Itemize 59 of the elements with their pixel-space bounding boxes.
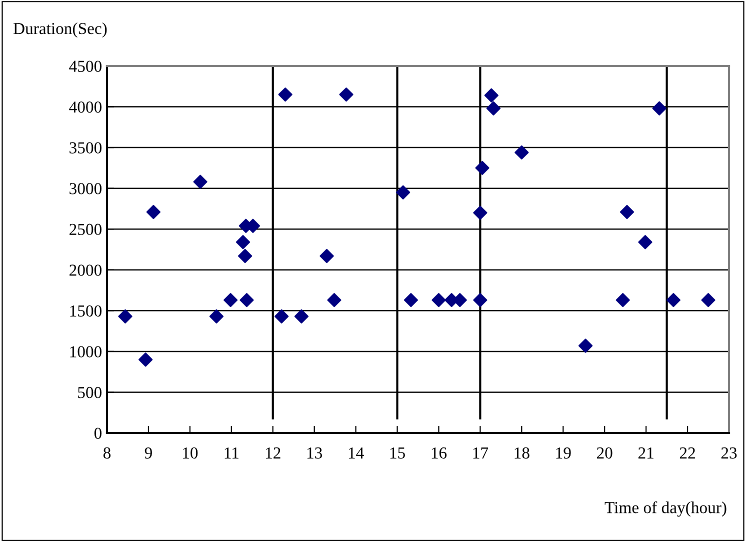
x-tick-label: 13 bbox=[307, 447, 322, 459]
x-tick-label: 20 bbox=[597, 447, 612, 459]
point bbox=[473, 206, 488, 220]
point bbox=[638, 235, 652, 250]
x-tick-label: 23 bbox=[721, 447, 737, 459]
point bbox=[432, 293, 446, 308]
point bbox=[236, 235, 250, 250]
point bbox=[620, 204, 634, 220]
point bbox=[193, 174, 208, 189]
x-tick-label: 8 bbox=[103, 447, 111, 459]
y-tick-label: 500 bbox=[78, 386, 102, 398]
x-tick-label: 17 bbox=[473, 447, 488, 458]
point bbox=[484, 88, 498, 102]
x-tick-label: 19 bbox=[556, 447, 571, 459]
x-tick-label: 22 bbox=[680, 447, 695, 458]
point bbox=[224, 293, 238, 308]
x-tick-label: 16 bbox=[432, 447, 447, 459]
point bbox=[616, 293, 630, 308]
y-tick-label: 0 bbox=[94, 428, 102, 439]
y-tick-label: 4500 bbox=[69, 60, 102, 72]
y-tick-label: 3000 bbox=[70, 183, 102, 194]
point bbox=[146, 204, 161, 220]
point bbox=[238, 248, 252, 264]
y-tick-label: 3500 bbox=[70, 142, 102, 154]
point bbox=[339, 87, 354, 102]
x-tick-label: 10 bbox=[183, 447, 198, 459]
y-tick-label: 1000 bbox=[70, 346, 102, 358]
point bbox=[473, 293, 488, 308]
x-tick-label: 15 bbox=[390, 447, 405, 459]
point bbox=[514, 145, 529, 160]
y-tick-label: 2000 bbox=[70, 264, 102, 276]
point bbox=[240, 293, 254, 308]
y-tick-label: 4000 bbox=[69, 101, 102, 113]
point bbox=[652, 101, 666, 116]
point bbox=[578, 338, 593, 353]
point bbox=[209, 309, 224, 324]
x-tick-label: 11 bbox=[224, 447, 238, 458]
x-tick-label: 12 bbox=[266, 447, 280, 458]
x-tick-label: 14 bbox=[348, 447, 364, 458]
x-tick-label: 18 bbox=[514, 447, 530, 459]
point bbox=[294, 309, 309, 324]
x-axis-title: Time of day(hour) bbox=[604, 501, 726, 517]
y-tick-label: 1500 bbox=[70, 305, 102, 317]
y-tick-label: 2500 bbox=[70, 224, 102, 236]
point bbox=[404, 293, 418, 308]
x-tick-label: 9 bbox=[144, 447, 152, 459]
point bbox=[475, 160, 490, 176]
point bbox=[486, 101, 501, 116]
point bbox=[138, 352, 153, 367]
x-tick-label: 21 bbox=[638, 447, 654, 458]
point bbox=[274, 309, 289, 324]
y-axis-title: Duration(Sec) bbox=[13, 22, 107, 38]
point bbox=[118, 309, 132, 324]
point bbox=[396, 185, 410, 200]
point bbox=[666, 293, 680, 308]
point bbox=[701, 293, 716, 308]
point bbox=[327, 293, 342, 308]
point bbox=[278, 87, 292, 102]
point bbox=[320, 248, 334, 264]
